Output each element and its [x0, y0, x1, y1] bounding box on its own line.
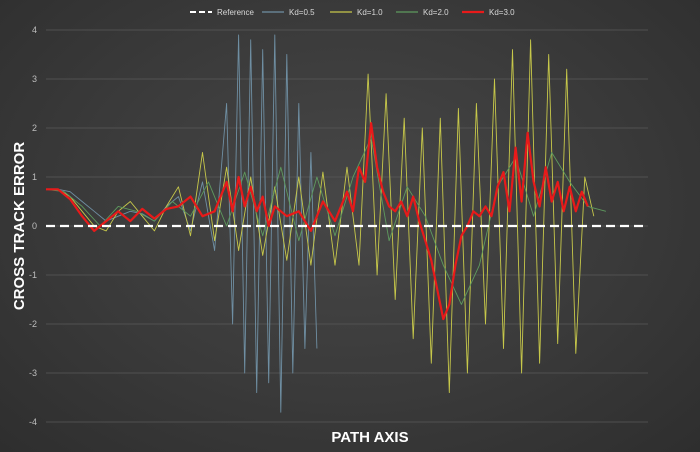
series-lines [45, 34, 648, 413]
y-tick-label: 4 [32, 25, 37, 35]
y-axis-label: CROSS TRACK ERROR [11, 142, 28, 311]
y-tick-label: -1 [29, 270, 37, 280]
y-tick-label: 2 [32, 123, 37, 133]
y-tick-label: 0 [32, 221, 37, 231]
legend-label: Reference [217, 8, 254, 17]
y-tick-label: -4 [29, 417, 37, 427]
y-tick-label: 1 [32, 172, 37, 182]
legend-label: Kd=3.0 [489, 8, 515, 17]
legend-label: Kd=2.0 [423, 8, 449, 17]
legend: Reference Kd=0.5 Kd=1.0 Kd=2.0 Kd=3.0 [190, 8, 515, 17]
y-tick-label: -2 [29, 319, 37, 329]
y-tick-label: -3 [29, 368, 37, 378]
series-line-kd-3-0 [46, 121, 589, 321]
series-line-kd-1-0 [46, 39, 595, 394]
x-axis-label: PATH AXIS [331, 429, 408, 446]
legend-label: Kd=0.5 [289, 8, 315, 17]
series-line-kd-0-5 [46, 34, 318, 413]
legend-label: Kd=1.0 [357, 8, 383, 17]
y-tick-labels: 4 3 2 1 0 -1 -2 -3 -4 [29, 25, 37, 427]
y-tick-label: 3 [32, 74, 37, 84]
